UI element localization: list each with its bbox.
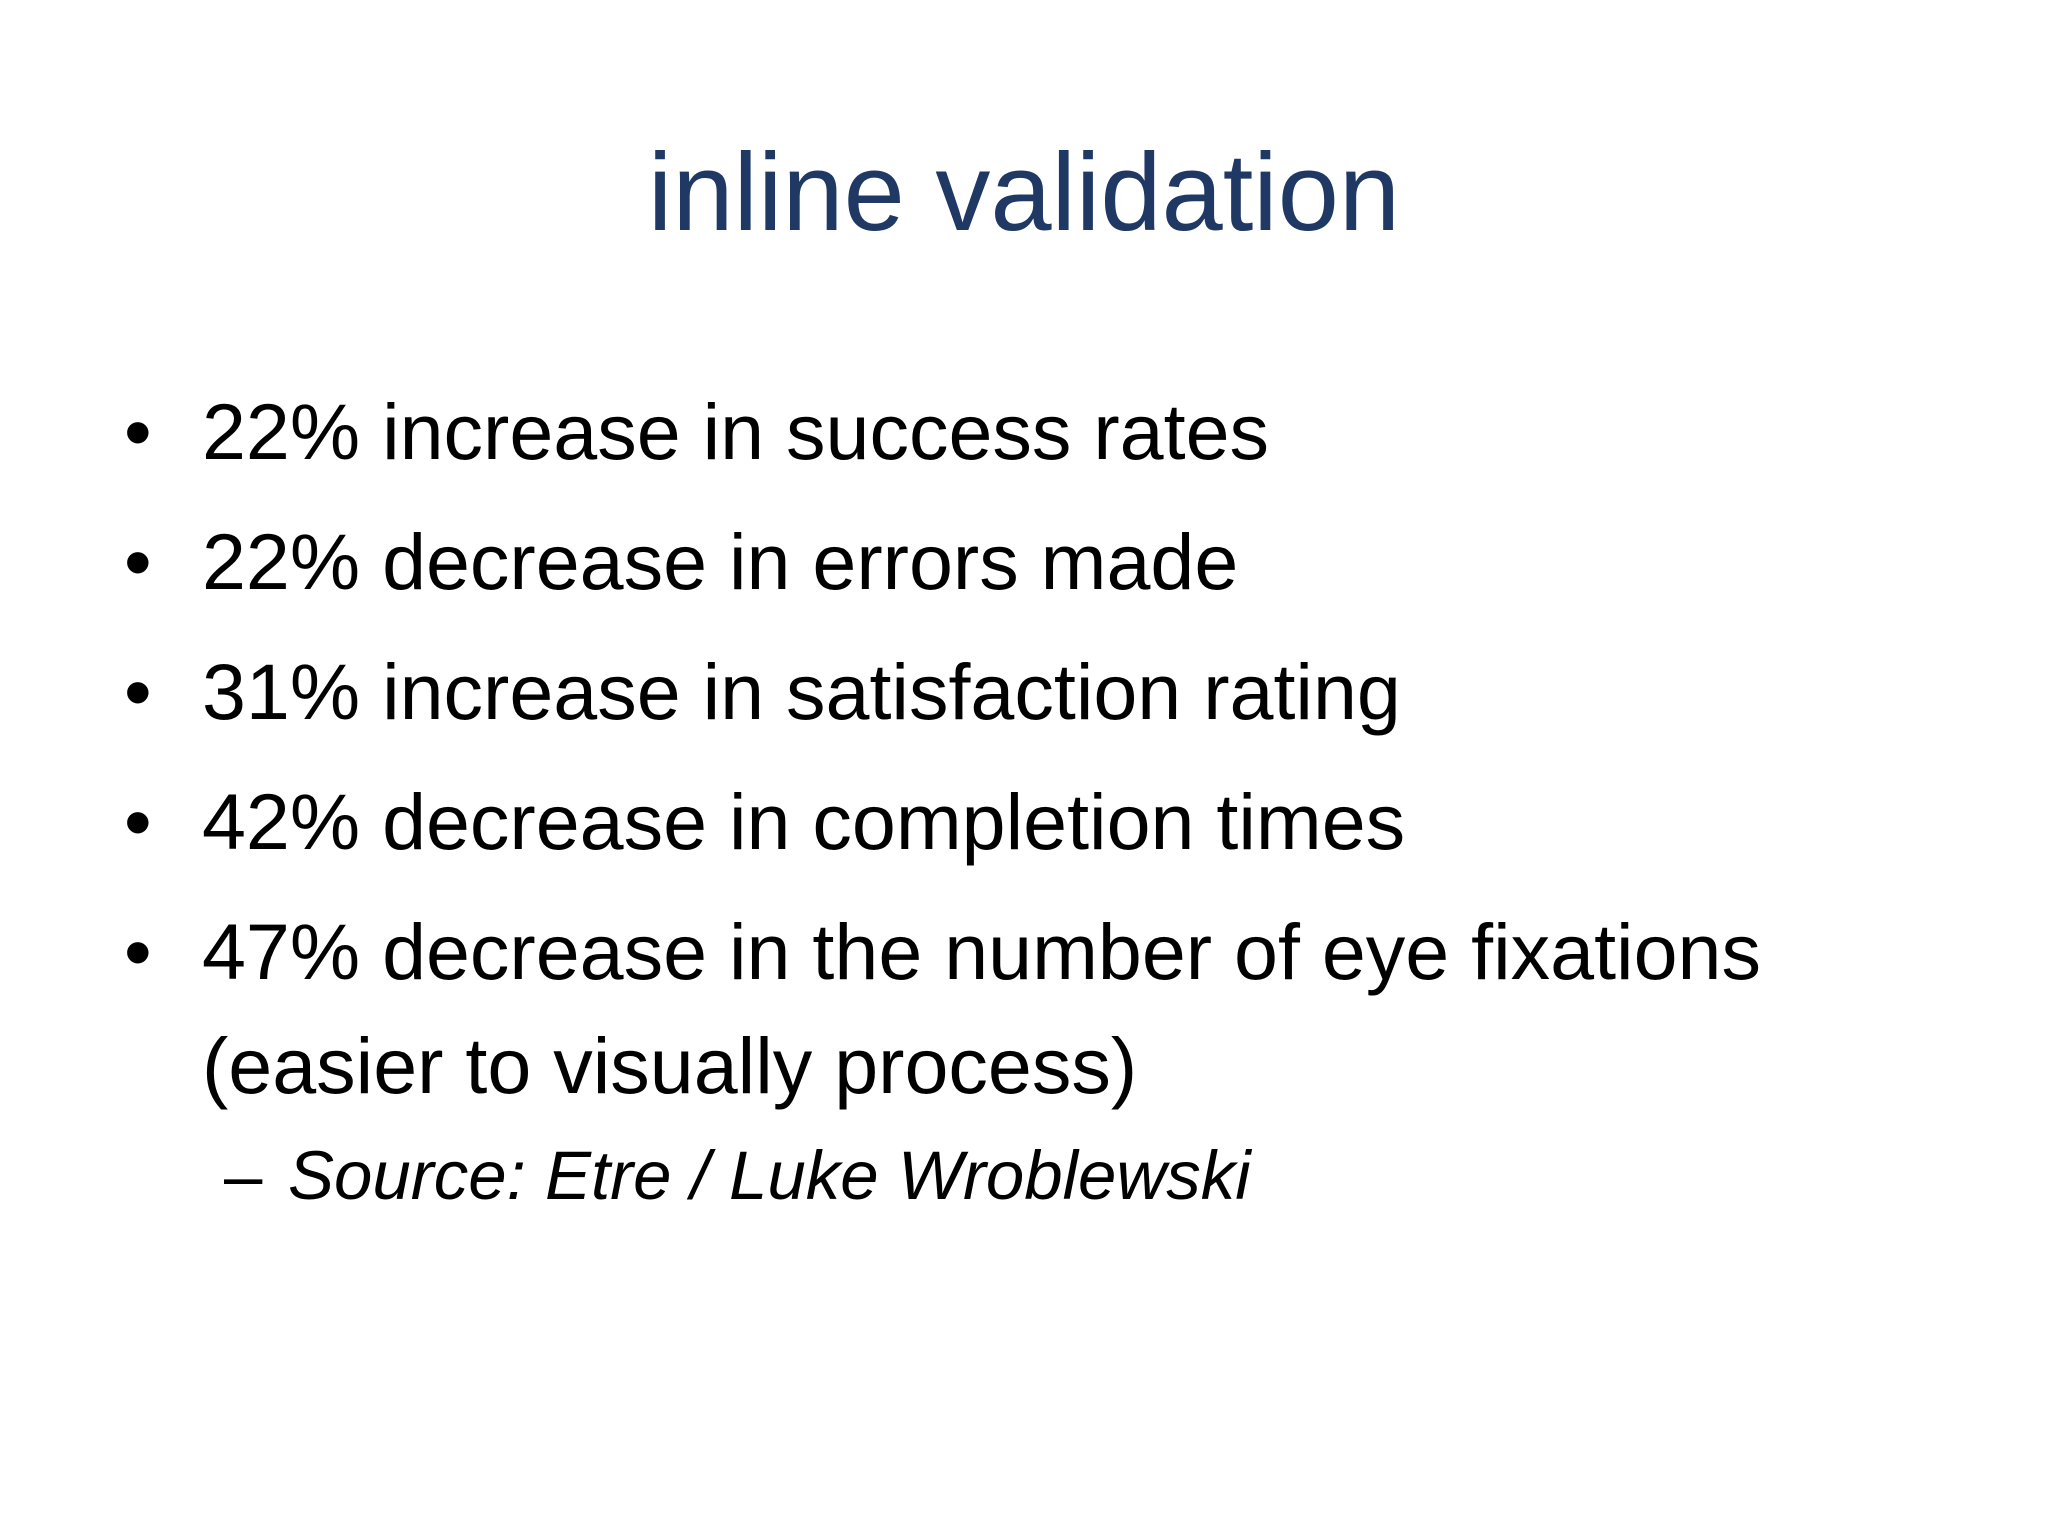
- bullet-text: 22% decrease in errors made: [202, 517, 1239, 606]
- bullet-icon: •: [124, 387, 152, 476]
- bullet-list: • 22% increase in success rates • 22% de…: [124, 375, 1984, 1221]
- bullet-text: 42% decrease in completion times: [202, 777, 1406, 866]
- bullet-item: • 31% increase in satisfaction rating: [124, 635, 1984, 749]
- bullet-text: 47% decrease in the number of eye fixati…: [202, 907, 1761, 1110]
- bullet-icon: •: [124, 647, 152, 736]
- bullet-item: • 42% decrease in completion times: [124, 765, 1984, 879]
- bullet-text: 22% increase in success rates: [202, 387, 1270, 476]
- source-citation: Source: Etre / Luke Wroblewski: [288, 1137, 1251, 1214]
- bullet-item: • 22% increase in success rates: [124, 375, 1984, 489]
- bullet-item: • 47% decrease in the number of eye fixa…: [124, 895, 1984, 1123]
- bullet-item: • 22% decrease in errors made: [124, 505, 1984, 619]
- source-sub-bullet: – Source: Etre / Luke Wroblewski: [124, 1131, 1984, 1221]
- bullet-icon: •: [124, 517, 152, 606]
- bullet-icon: •: [124, 777, 152, 866]
- dash-icon: –: [224, 1137, 263, 1214]
- bullet-text: 31% increase in satisfaction rating: [202, 647, 1401, 736]
- bullet-icon: •: [124, 907, 152, 996]
- slide-title: inline validation: [647, 131, 1401, 254]
